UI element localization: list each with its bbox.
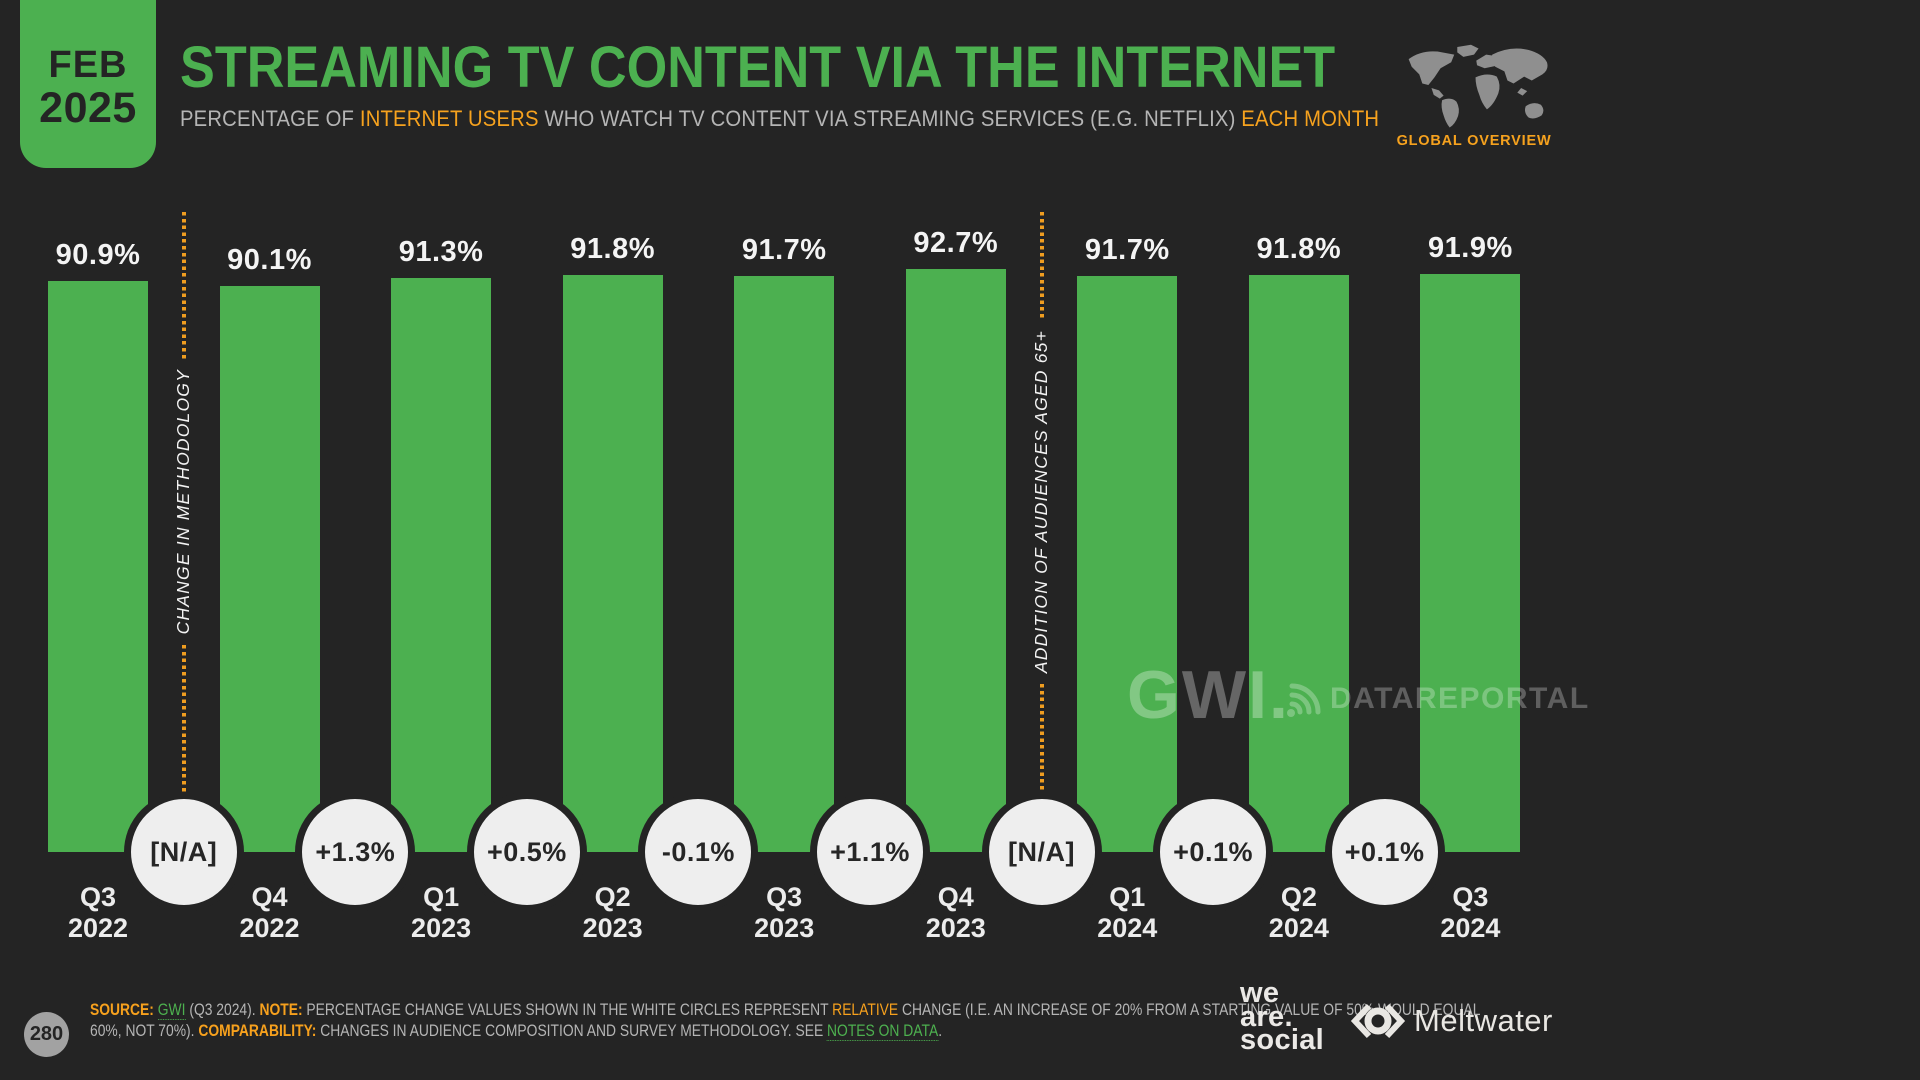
- world-map-icon: [1408, 44, 1548, 128]
- bar-q4-2023: [905, 269, 1006, 852]
- dotted-line-segment: [1039, 212, 1044, 321]
- axis-category-label: Q4 2023: [925, 882, 986, 943]
- dotted-line-segment: [1039, 683, 1044, 793]
- global-overview-label: GLOBAL OVERVIEW: [1396, 133, 1552, 149]
- change-circle: +1.3%: [295, 792, 416, 912]
- axis-category-label: Q4 2022: [239, 882, 300, 943]
- change-circle: -0.1%: [638, 792, 759, 912]
- page-subtitle: PERCENTAGE OF INTERNET USERS WHO WATCH T…: [180, 106, 1379, 132]
- text-part: CHANGES IN AUDIENCE COMPOSITION AND SURV…: [316, 1022, 828, 1040]
- annotation-label: ADDITION OF AUDIENCES AGED 65+: [1031, 330, 1052, 674]
- text-part: PERCENTAGE OF: [180, 106, 360, 131]
- text-part: 60%, NOT 70%).: [90, 1022, 199, 1040]
- datareportal-logo-icon: [1287, 683, 1321, 717]
- source-note: SOURCE: GWI (Q3 2024). NOTE: PERCENTAGE …: [90, 1000, 1480, 1042]
- we-are-social-logo: we are. social: [1240, 977, 1325, 1056]
- axis-category-label: Q1 2023: [411, 882, 472, 943]
- bar-value-label: 91.9%: [1428, 232, 1513, 265]
- bar-value-label: 91.3%: [398, 236, 484, 269]
- source-note-line2: 60%, NOT 70%). COMPARABILITY: CHANGES IN…: [90, 1021, 1480, 1042]
- source-note-line1: SOURCE: GWI (Q3 2024). NOTE: PERCENTAGE …: [90, 1000, 1480, 1021]
- axis-category-label: Q3 2022: [67, 882, 129, 943]
- text-part: EACH MONTH: [1241, 106, 1380, 131]
- change-circle: +0.1%: [1153, 792, 1274, 912]
- bar-value-label: 91.7%: [1084, 233, 1170, 266]
- page-number-badge: 280: [24, 1012, 69, 1057]
- change-circle: +0.5%: [466, 792, 587, 912]
- change-circle: [N/A]: [123, 792, 244, 912]
- axis-category-label: Q2 2023: [582, 882, 643, 943]
- bar-value-label: 91.7%: [741, 233, 827, 266]
- dotted-line-segment: [181, 212, 186, 360]
- we-are-social-logo-line: social: [1240, 1024, 1325, 1056]
- page-number: 280: [29, 1023, 64, 1045]
- change-circle: +0.1%: [1324, 792, 1445, 912]
- page-title: STREAMING TV CONTENT VIA THE INTERNET: [180, 35, 1336, 100]
- text-part: COMPARABILITY:: [198, 1022, 317, 1040]
- dotted-line-segment: [181, 644, 186, 792]
- datareportal-watermark-text: DATAREPORTAL: [1330, 682, 1590, 715]
- meltwater-logo: Meltwater: [1350, 998, 1553, 1044]
- axis-category-label: Q3 2024: [1440, 882, 1501, 943]
- bar-q3-2022: [48, 280, 148, 852]
- annotation-line: ADDITION OF AUDIENCES AGED 65+: [1030, 212, 1054, 793]
- bar-q4-2022: [219, 286, 320, 852]
- change-circle: +1.1%: [809, 792, 930, 912]
- bar-q1-2024: [1077, 275, 1178, 852]
- bar-value-label: 90.1%: [227, 244, 312, 276]
- axis-category-label: Q1 2024: [1097, 882, 1158, 943]
- gwi-watermark: GWI.: [1127, 657, 1290, 733]
- footnote-link[interactable]: GWI: [157, 1001, 186, 1020]
- text-part: PERCENTAGE CHANGE VALUES SHOWN IN THE WH…: [302, 1001, 833, 1019]
- axis-category-label: Q2 2024: [1268, 882, 1329, 943]
- bar-q2-2023: [562, 274, 663, 852]
- annotation-line: CHANGE IN METHODOLOGY: [172, 212, 196, 792]
- we-are-social-logo-line: we: [1240, 977, 1280, 1009]
- global-overview-block: GLOBAL OVERVIEW: [1396, 42, 1552, 149]
- change-circle: [N/A]: [981, 792, 1102, 912]
- datareportal-watermark: DATAREPORTAL: [1282, 676, 1590, 722]
- meltwater-logo-icon: [1350, 1003, 1406, 1039]
- axis-category-label: Q3 2023: [754, 882, 815, 943]
- footnote-link[interactable]: NOTES ON DATA: [827, 1022, 939, 1041]
- bar-q1-2023: [391, 278, 492, 852]
- text-part: (Q3 2024).: [185, 1001, 260, 1019]
- we-are-social-logo-line: are.: [1240, 1000, 1293, 1033]
- text-part: CHANGE (I.E. AN INCREASE OF 20% FROM A S…: [898, 1001, 1481, 1019]
- bar-q2-2024: [1248, 274, 1349, 852]
- bar-q3-2024: [1420, 274, 1521, 852]
- bar-value-label: 90.9%: [55, 238, 141, 271]
- annotation-label: CHANGE IN METHODOLOGY: [173, 369, 194, 635]
- text-part: INTERNET USERS: [359, 106, 539, 131]
- date-badge: FEB 2025: [20, 0, 156, 168]
- bar-value-label: 91.8%: [1256, 232, 1342, 265]
- text-part: WHO WATCH TV CONTENT VIA STREAMING SERVI…: [538, 106, 1242, 131]
- badge-month: FEB: [48, 44, 128, 86]
- bar-q3-2023: [734, 275, 835, 852]
- bar-value-label: 92.7%: [913, 227, 999, 259]
- text-part: .: [938, 1022, 943, 1040]
- meltwater-logo-text: Meltwater: [1414, 1003, 1553, 1038]
- text-part: SOURCE:: [90, 1001, 154, 1019]
- text-part: RELATIVE: [832, 1001, 899, 1019]
- text-part: NOTE:: [259, 1001, 303, 1019]
- bar-value-label: 91.8%: [570, 232, 655, 265]
- badge-year: 2025: [39, 84, 137, 132]
